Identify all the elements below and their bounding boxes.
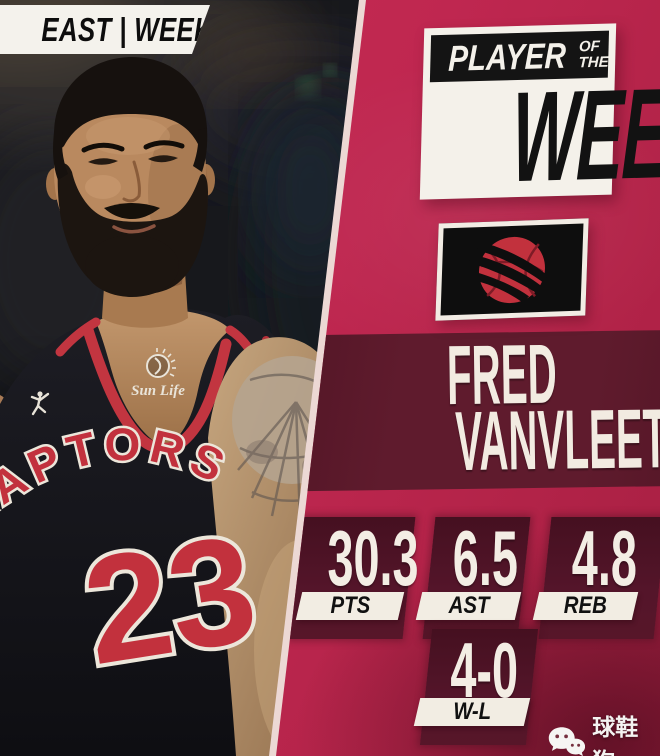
player-figure: RAPTORS 23 S [0,57,355,756]
stat-value-pts: 30.3 [327,514,419,602]
stat-label-reb: REB [532,592,639,620]
stat-column-pts: 30.3 [288,514,419,639]
stat-label-ast-text: AST [448,592,489,619]
wechat-icon [548,726,586,756]
player-head [46,57,215,328]
player-last-name: VANVLEET [454,391,660,489]
record-label: W-L [413,698,531,726]
stat-label-ast: AST [415,592,522,620]
stat-value-ast: 6.5 [452,514,518,602]
stat-label-pts-text: PTS [330,592,370,619]
player-name: FRED VANVLEET [339,327,660,489]
potw-week-text: WEEK [510,60,660,210]
watermark: 球鞋狗 [548,708,660,756]
watermark-text: 球鞋狗 [592,714,639,756]
sunlife-icon: Sun Life [131,348,185,399]
stat-column-reb: 4.8 [538,514,660,639]
record-label-text: W-L [453,698,491,725]
stat-value-reb: 4.8 [572,514,638,602]
sponsor-text: Sun Life [131,383,185,399]
team-logo-chip [435,218,589,321]
east-week-badge: EAST | WEEK 12 [0,5,210,54]
stat-label-pts: PTS [295,592,405,620]
player-of-week-badge: PLAYER OF THE WEEK [419,23,660,209]
raptors-logo [465,236,548,303]
stat-column-ast: 6.5 [422,514,531,639]
potw-of: OF [578,37,601,56]
stat-label-reb-text: REB [563,592,608,619]
jersey-number: 23 [73,503,267,697]
jumpman-icon [30,391,50,416]
record-column: 4-0 [419,626,539,745]
